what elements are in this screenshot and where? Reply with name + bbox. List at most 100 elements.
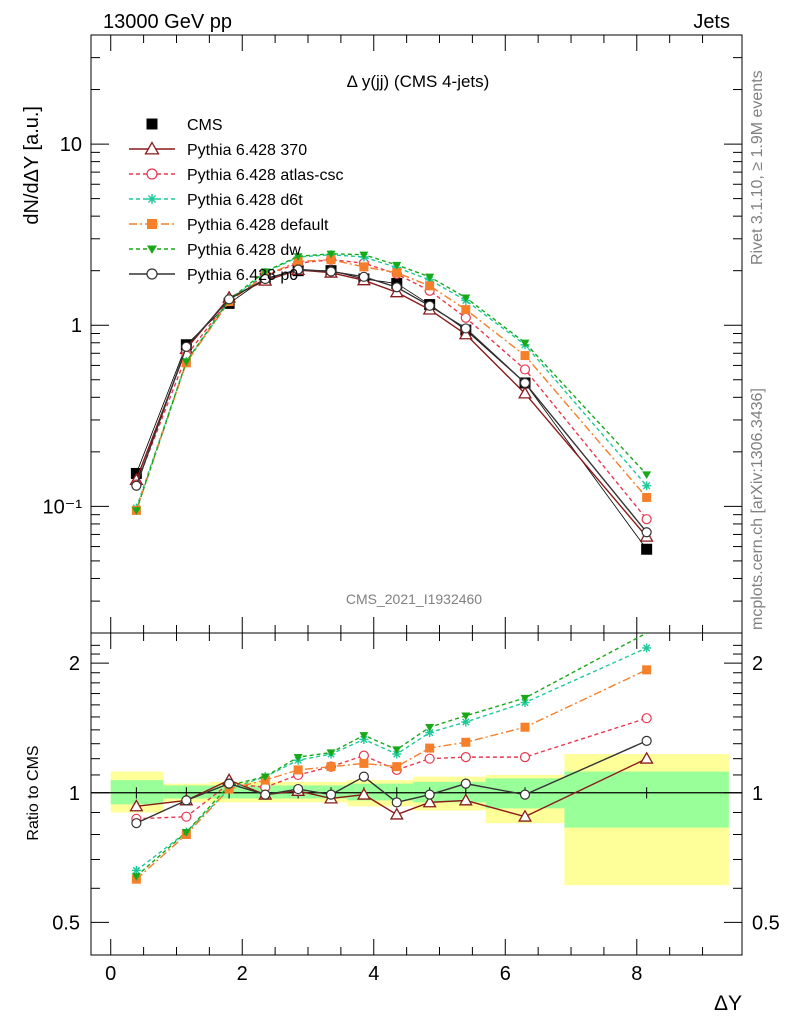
header-right: Jets <box>693 11 730 33</box>
ratio-series-line <box>136 740 647 824</box>
ratio-data-point <box>460 778 471 789</box>
x-tick-label: 2 <box>237 963 248 985</box>
legend-marker <box>146 168 158 180</box>
ratio-data-point <box>392 762 402 772</box>
ratio-series-4 <box>131 633 647 881</box>
ratio-data-point <box>358 771 369 782</box>
legend-label: Pythia 6.428 dw <box>187 242 301 259</box>
series-line <box>135 268 648 533</box>
ratio-data-point <box>359 732 369 740</box>
ratio-data-point <box>422 795 437 808</box>
ratio-data-point <box>461 712 471 721</box>
data-point <box>223 294 235 305</box>
x-axis-label: ΔY <box>714 992 742 1015</box>
ratio-data-point <box>425 743 435 753</box>
ratio-data-point <box>642 643 652 653</box>
data-point <box>641 527 652 538</box>
legend-marker <box>147 219 157 229</box>
data-point <box>641 514 652 525</box>
series-line <box>135 269 648 538</box>
ratio-data-point <box>392 749 402 759</box>
data-point <box>293 264 304 275</box>
ratio-data-point <box>131 865 141 875</box>
ratio-data-point <box>518 809 532 822</box>
series-line <box>135 258 648 520</box>
legend-label: Pythia 6.428 370 <box>187 142 307 159</box>
data-point <box>326 255 336 265</box>
ratio-y-axis-label: Ratio to CMS <box>25 745 42 840</box>
legend-label: Pythia 6.428 p0 <box>187 267 298 284</box>
data-point <box>424 300 435 311</box>
ratio-data-point <box>642 665 652 675</box>
ratio-data-point <box>181 811 192 822</box>
ratio-series-line <box>136 717 647 820</box>
series-3 <box>131 250 652 513</box>
data-point <box>358 271 369 282</box>
data-point <box>642 471 652 479</box>
ratio-data-point <box>325 789 337 800</box>
uncertainty-band-inner <box>347 783 414 801</box>
ratio-data-point <box>639 751 654 764</box>
series-6 <box>131 264 652 538</box>
ratio-data-point <box>131 873 141 881</box>
ratio-y-tick-label-left: 0.5 <box>52 912 80 934</box>
data-point <box>425 273 435 282</box>
ratio-data-point <box>389 807 404 820</box>
ratio-y-tick-label-right: 1 <box>752 783 763 805</box>
data-point <box>391 282 402 293</box>
series-line <box>135 258 648 511</box>
data-point <box>458 327 473 340</box>
legend-marker <box>144 141 160 155</box>
data-point <box>520 351 530 361</box>
data-point <box>460 323 471 334</box>
data-point <box>519 364 531 375</box>
ratio-data-point <box>458 793 473 806</box>
ratio-data-point <box>641 713 652 724</box>
series-line <box>135 270 647 550</box>
ratio-data-point <box>460 752 471 763</box>
data-point <box>392 268 402 278</box>
main-y-tick-label: 10⁻¹ <box>43 496 83 518</box>
data-point <box>325 266 337 277</box>
series-4 <box>131 255 652 515</box>
ratio-data-point <box>260 789 271 800</box>
data-point <box>641 543 653 555</box>
main-y-axis-label: dN/dΔY [a.u.] <box>21 106 43 225</box>
data-point <box>131 507 141 515</box>
legend-marker <box>146 118 158 130</box>
ratio-data-point <box>131 818 142 829</box>
legend-marker <box>147 245 157 254</box>
ratio-data-point <box>461 737 471 747</box>
ratio-series-line <box>136 758 647 818</box>
ratio-data-point <box>293 753 303 762</box>
ratio-data-point <box>424 789 435 800</box>
legend-label: CMS <box>187 117 223 134</box>
x-tick-label: 6 <box>500 963 511 985</box>
legend-marker <box>146 268 158 280</box>
ratio-data-point <box>520 694 530 703</box>
data-point <box>425 281 435 291</box>
ratio-data-point <box>425 724 435 732</box>
ratio-y-tick-label-right: 0.5 <box>752 912 780 934</box>
ratio-data-point <box>293 783 304 795</box>
source-info: mcplots.cern.ch [arXiv:1306.3436] <box>749 388 766 630</box>
legend-label: Pythia 6.428 default <box>187 217 329 234</box>
ratio-series-group <box>129 633 654 884</box>
data-point <box>392 261 402 270</box>
data-point <box>520 339 530 348</box>
uncertainty-band-inner <box>564 771 729 828</box>
ratio-panel-frame <box>90 632 743 956</box>
ratio-data-point <box>326 749 336 758</box>
ratio-data-point <box>293 765 303 775</box>
ratio-data-point <box>641 735 652 746</box>
ratio-data-point <box>181 829 191 837</box>
ratio-data-point <box>461 717 471 727</box>
ratio-y-tick-label-left: 2 <box>69 653 80 675</box>
data-point <box>461 294 471 303</box>
data-point <box>460 312 471 323</box>
data-point <box>326 250 336 259</box>
ratio-data-point <box>519 789 531 800</box>
legend-label: Pythia 6.428 d6t <box>187 192 303 209</box>
data-point <box>518 386 532 399</box>
